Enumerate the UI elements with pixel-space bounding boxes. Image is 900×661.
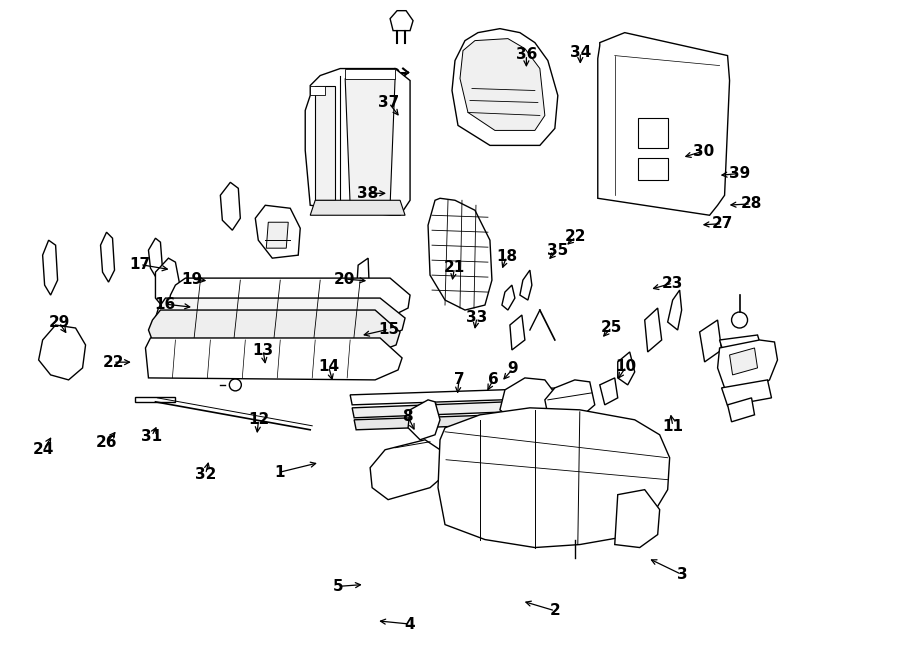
Text: 30: 30 xyxy=(693,143,714,159)
Polygon shape xyxy=(730,348,758,375)
Text: 25: 25 xyxy=(601,320,623,334)
Text: 38: 38 xyxy=(356,186,378,201)
Polygon shape xyxy=(136,397,176,402)
Text: 39: 39 xyxy=(729,166,750,181)
Text: 36: 36 xyxy=(516,48,537,62)
Polygon shape xyxy=(408,400,440,440)
Polygon shape xyxy=(500,378,560,430)
Text: 2: 2 xyxy=(550,603,561,618)
Text: 23: 23 xyxy=(662,276,683,290)
Text: 10: 10 xyxy=(616,360,636,374)
Text: 27: 27 xyxy=(712,216,733,231)
Text: 34: 34 xyxy=(570,45,591,59)
Text: 22: 22 xyxy=(565,229,587,245)
Text: 1: 1 xyxy=(274,465,284,480)
Polygon shape xyxy=(39,325,86,380)
Polygon shape xyxy=(42,240,58,295)
Polygon shape xyxy=(315,85,335,200)
Text: 17: 17 xyxy=(130,257,150,272)
Polygon shape xyxy=(668,290,681,330)
Polygon shape xyxy=(452,28,558,145)
Polygon shape xyxy=(256,206,301,258)
Text: 28: 28 xyxy=(741,196,761,212)
Text: 35: 35 xyxy=(547,243,569,258)
Text: 37: 37 xyxy=(378,95,400,110)
Text: 14: 14 xyxy=(318,360,339,374)
Polygon shape xyxy=(352,400,560,418)
Polygon shape xyxy=(699,320,722,362)
Polygon shape xyxy=(310,200,405,215)
Polygon shape xyxy=(156,298,405,340)
Polygon shape xyxy=(390,11,413,30)
Text: 19: 19 xyxy=(182,272,202,287)
Polygon shape xyxy=(220,182,240,230)
Text: 13: 13 xyxy=(253,343,274,358)
Polygon shape xyxy=(148,310,400,354)
Text: 22: 22 xyxy=(103,355,124,369)
Polygon shape xyxy=(722,380,771,406)
Polygon shape xyxy=(346,79,395,206)
Polygon shape xyxy=(720,335,761,353)
Polygon shape xyxy=(615,490,660,547)
Text: 33: 33 xyxy=(466,310,488,325)
Polygon shape xyxy=(544,380,595,420)
Polygon shape xyxy=(305,69,410,215)
Text: 12: 12 xyxy=(248,412,269,427)
Polygon shape xyxy=(346,69,395,79)
Text: 8: 8 xyxy=(402,408,413,424)
Polygon shape xyxy=(502,285,515,310)
Polygon shape xyxy=(356,258,370,320)
Polygon shape xyxy=(599,378,617,405)
Text: 6: 6 xyxy=(488,372,499,387)
Text: 5: 5 xyxy=(332,579,343,594)
Polygon shape xyxy=(354,413,558,430)
Text: 21: 21 xyxy=(444,260,465,276)
Polygon shape xyxy=(644,308,662,352)
Polygon shape xyxy=(370,440,445,500)
Text: 31: 31 xyxy=(141,428,162,444)
Polygon shape xyxy=(638,118,668,148)
Polygon shape xyxy=(717,340,778,390)
Polygon shape xyxy=(638,159,668,180)
Polygon shape xyxy=(617,352,634,385)
Polygon shape xyxy=(310,85,325,95)
Text: 4: 4 xyxy=(404,617,415,631)
Polygon shape xyxy=(146,338,402,380)
Text: 24: 24 xyxy=(33,442,55,457)
Polygon shape xyxy=(460,38,544,130)
Text: 15: 15 xyxy=(378,322,400,336)
Text: 18: 18 xyxy=(496,249,518,264)
Polygon shape xyxy=(510,315,525,350)
Text: 29: 29 xyxy=(49,315,70,330)
Polygon shape xyxy=(727,398,754,422)
Polygon shape xyxy=(156,258,180,310)
Text: 9: 9 xyxy=(508,362,518,376)
Text: 20: 20 xyxy=(334,272,356,287)
Circle shape xyxy=(289,314,302,326)
Circle shape xyxy=(431,404,439,412)
Polygon shape xyxy=(168,278,410,318)
Polygon shape xyxy=(438,408,670,547)
Polygon shape xyxy=(428,198,492,310)
Polygon shape xyxy=(598,32,730,215)
Text: 32: 32 xyxy=(195,467,216,482)
Text: 16: 16 xyxy=(155,297,176,311)
Circle shape xyxy=(166,291,175,299)
Polygon shape xyxy=(520,270,532,300)
Polygon shape xyxy=(148,238,162,278)
Circle shape xyxy=(392,69,399,77)
Text: 26: 26 xyxy=(96,435,118,450)
Polygon shape xyxy=(350,388,562,405)
Polygon shape xyxy=(101,232,114,282)
Text: 11: 11 xyxy=(662,418,683,434)
Text: 3: 3 xyxy=(677,567,688,582)
Text: 7: 7 xyxy=(454,372,464,387)
Circle shape xyxy=(274,227,284,237)
Polygon shape xyxy=(266,222,288,248)
Circle shape xyxy=(160,275,170,285)
